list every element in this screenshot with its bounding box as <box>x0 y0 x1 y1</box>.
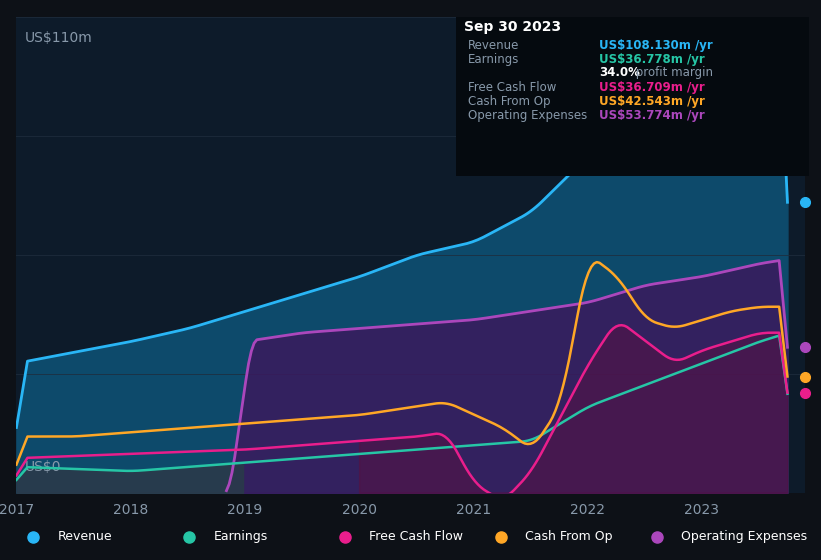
Text: Cash From Op: Cash From Op <box>468 95 550 108</box>
Text: US$36.778m /yr: US$36.778m /yr <box>599 53 705 66</box>
Text: 34.0%: 34.0% <box>599 66 640 79</box>
Text: Earnings: Earnings <box>213 530 268 543</box>
Text: Free Cash Flow: Free Cash Flow <box>369 530 463 543</box>
Text: US$110m: US$110m <box>25 31 92 45</box>
Text: US$42.543m /yr: US$42.543m /yr <box>599 95 705 108</box>
Text: Revenue: Revenue <box>468 39 520 52</box>
Text: Sep 30 2023: Sep 30 2023 <box>464 20 561 34</box>
Text: Operating Expenses: Operating Expenses <box>468 109 587 122</box>
Text: US$0: US$0 <box>25 460 61 474</box>
Text: US$53.774m /yr: US$53.774m /yr <box>599 109 705 122</box>
Text: Free Cash Flow: Free Cash Flow <box>468 81 557 94</box>
Text: Operating Expenses: Operating Expenses <box>681 530 808 543</box>
Text: profit margin: profit margin <box>632 66 713 79</box>
Text: US$36.709m /yr: US$36.709m /yr <box>599 81 705 94</box>
Text: US$108.130m /yr: US$108.130m /yr <box>599 39 713 52</box>
Text: Revenue: Revenue <box>57 530 112 543</box>
Text: Earnings: Earnings <box>468 53 520 66</box>
Text: Cash From Op: Cash From Op <box>525 530 613 543</box>
